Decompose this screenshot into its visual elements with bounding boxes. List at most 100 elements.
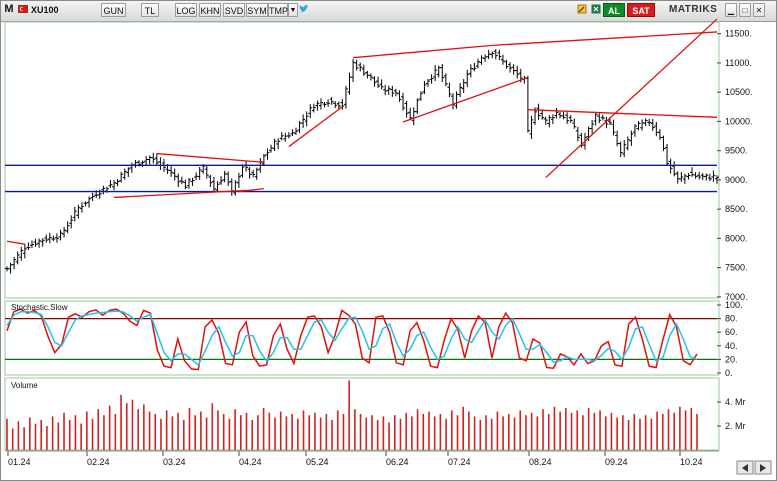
price-bar xyxy=(326,99,331,107)
price-bar xyxy=(261,153,266,167)
x-tick-label: 01.24 xyxy=(8,457,31,467)
price-bar xyxy=(190,177,195,186)
price-bar xyxy=(183,179,188,190)
currency-button[interactable]: TL xyxy=(141,3,159,17)
price-bar xyxy=(354,59,359,71)
price-bar xyxy=(211,176,216,192)
price-bar xyxy=(29,240,34,249)
price-bar xyxy=(715,175,719,184)
price-bar xyxy=(368,73,373,81)
price-bar xyxy=(236,172,241,189)
price-bar xyxy=(393,88,398,97)
price-bar xyxy=(87,196,92,208)
buy-button[interactable]: AL xyxy=(603,3,625,17)
price-bar xyxy=(286,132,291,139)
price-bar xyxy=(550,114,555,125)
volume-tick-label: 4. Mr xyxy=(725,397,746,407)
svd-button[interactable]: SVD xyxy=(223,3,245,17)
trendline xyxy=(492,31,718,47)
price-bar xyxy=(604,116,609,129)
price-bar xyxy=(554,107,559,119)
symbol-flag-icon xyxy=(17,3,29,17)
price-bar xyxy=(468,64,473,78)
price-bar xyxy=(475,58,480,69)
price-bar xyxy=(58,229,63,241)
price-bar xyxy=(418,91,423,101)
price-bar xyxy=(176,173,181,188)
price-bar xyxy=(72,206,77,222)
trendline xyxy=(545,18,718,179)
panel-frame-0 xyxy=(4,21,720,299)
price-bar xyxy=(500,54,505,65)
trendline xyxy=(353,44,493,59)
price-bar xyxy=(433,65,438,81)
price-bar xyxy=(15,251,20,265)
stoch-series-d xyxy=(6,310,698,366)
price-bar xyxy=(408,107,413,120)
price-bar xyxy=(636,121,641,131)
twitter-icon[interactable] xyxy=(298,3,310,17)
excel-icon[interactable] xyxy=(590,3,602,17)
price-bar xyxy=(69,215,74,229)
template-dropdown-icon[interactable]: ▼ xyxy=(288,3,298,17)
price-bar xyxy=(486,49,491,60)
price-tick-label: 11500. xyxy=(725,29,752,39)
price-bar xyxy=(508,62,513,73)
sell-button[interactable]: SAT xyxy=(627,3,655,17)
close-icon[interactable]: ✕ xyxy=(753,3,765,17)
stochastic-title: Stochastic.Slow xyxy=(11,303,68,312)
price-bar xyxy=(415,98,420,115)
stoch-tick-label: 60. xyxy=(725,327,738,337)
maximize-icon[interactable]: □ xyxy=(739,3,751,17)
x-tick-label: 02.24 xyxy=(87,457,110,467)
price-bar xyxy=(76,204,81,219)
x-tick-label: 05.24 xyxy=(306,457,329,467)
price-bar xyxy=(233,180,238,196)
price-bar xyxy=(572,118,577,129)
pencil-icon[interactable] xyxy=(576,3,588,17)
price-bar xyxy=(329,97,334,105)
x-tick-label: 09.24 xyxy=(605,457,628,467)
period-button[interactable]: GUN xyxy=(101,3,126,17)
price-bar xyxy=(215,181,220,192)
x-tick-label: 08.24 xyxy=(529,457,552,467)
price-bar xyxy=(240,164,245,178)
trendline xyxy=(6,240,25,245)
stoch-tick-label: 100. xyxy=(725,300,743,310)
price-bar xyxy=(429,74,434,84)
price-bar xyxy=(679,172,684,182)
volume-title: Volume xyxy=(11,381,38,390)
scroll-arrows[interactable] xyxy=(736,460,772,475)
template-button[interactable]: TMP xyxy=(268,3,288,17)
price-bar xyxy=(397,90,402,102)
stoch-tick-label: 20. xyxy=(725,354,738,364)
symbol-label[interactable]: XU100 xyxy=(31,5,59,15)
price-bar xyxy=(568,115,573,123)
price-bar xyxy=(611,119,616,136)
price-bar xyxy=(40,238,45,247)
log-scale-button[interactable]: LOG xyxy=(175,3,197,17)
sym-button[interactable]: SYM xyxy=(246,3,268,17)
price-bar xyxy=(343,85,348,109)
minimize-icon[interactable]: ▁ xyxy=(725,3,737,17)
price-bar xyxy=(707,173,712,182)
price-tick-label: 10500. xyxy=(725,87,753,97)
price-bar xyxy=(647,118,652,126)
price-bar xyxy=(290,129,295,136)
price-bar xyxy=(632,124,637,137)
price-tick-label: 7000. xyxy=(725,292,748,302)
price-bar xyxy=(490,51,495,59)
brand-logo: MATRIKS xyxy=(669,4,718,15)
volume-tick-label: 2. Mr xyxy=(725,421,746,431)
price-bar xyxy=(711,170,716,182)
scroll-right-icon xyxy=(760,464,766,472)
price-bar xyxy=(625,136,630,151)
price-bar xyxy=(372,76,377,87)
x-tick-label: 07.24 xyxy=(448,457,471,467)
menu-button[interactable]: M xyxy=(4,3,14,15)
price-bar xyxy=(340,99,345,110)
khn-button[interactable]: KHN xyxy=(199,3,221,17)
price-bar xyxy=(686,173,691,180)
price-bar xyxy=(12,256,17,270)
price-bar xyxy=(254,167,259,180)
